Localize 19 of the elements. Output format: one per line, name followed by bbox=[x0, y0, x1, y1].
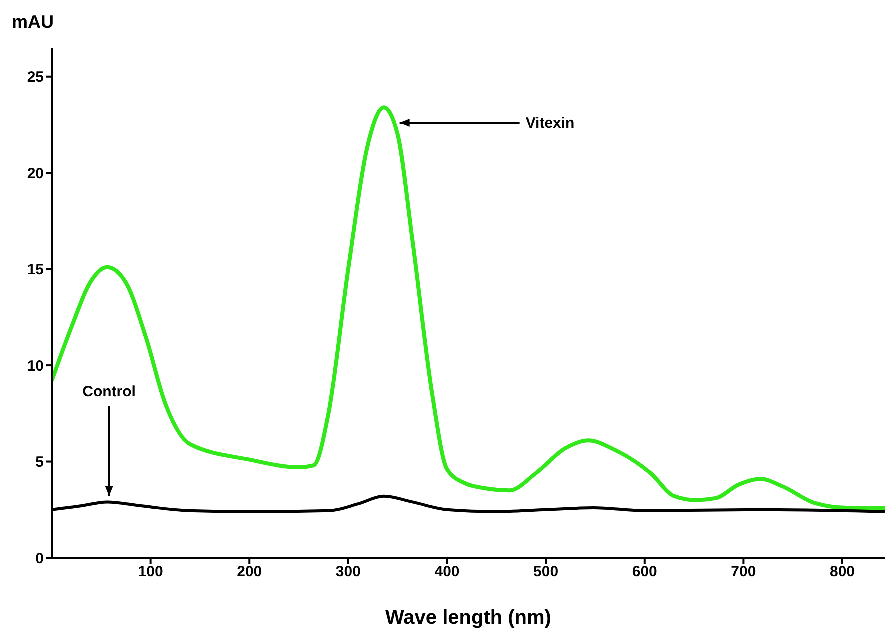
x-tick-label: 700 bbox=[731, 564, 756, 581]
y-tick-label: 25 bbox=[27, 69, 44, 86]
x-tick-label: 800 bbox=[830, 564, 856, 581]
y-tick-label: 10 bbox=[27, 358, 44, 375]
y-tick-label: 15 bbox=[27, 262, 44, 279]
x-tick-label: 200 bbox=[237, 564, 262, 581]
x-tick-label: 100 bbox=[138, 564, 164, 581]
x-tick-label: 400 bbox=[434, 564, 460, 581]
line-series bbox=[52, 106, 885, 510]
y-tick-label: 0 bbox=[36, 550, 44, 568]
annotation: Vitexin bbox=[526, 115, 575, 132]
annotation: Control bbox=[82, 383, 136, 400]
y-tick-label: 5 bbox=[36, 454, 44, 472]
x-axis-title: Wave length (nm) bbox=[386, 607, 552, 629]
x-tick-label: 300 bbox=[336, 564, 361, 581]
x-tick-label: 600 bbox=[632, 564, 658, 581]
y-axis-title: mAU bbox=[12, 12, 54, 33]
y-tick-label: 20 bbox=[27, 165, 44, 182]
x-tick-label: 500 bbox=[534, 564, 559, 581]
